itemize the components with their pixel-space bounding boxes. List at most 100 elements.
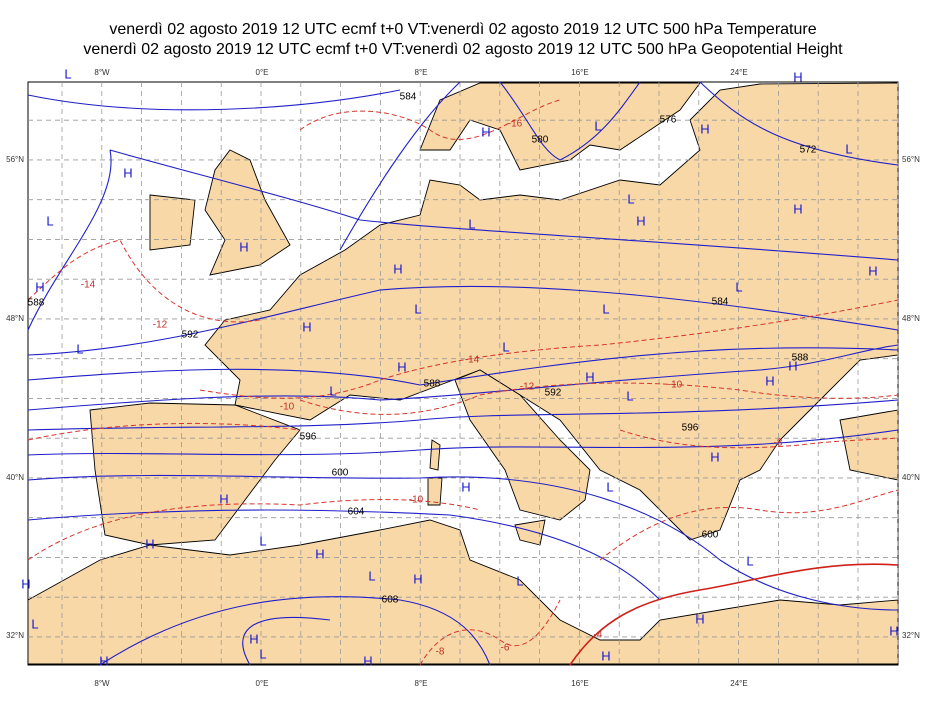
temperature-contour-label: -10 [280, 402, 295, 413]
lon-label-top: 8°W [94, 68, 110, 77]
pressure-center: L [606, 479, 613, 494]
pressure-center: H [461, 479, 470, 494]
pressure-center: H [393, 261, 402, 276]
temperature-contour-label: -10 [668, 380, 683, 391]
temperature-contour-label: -14 [465, 355, 480, 366]
pressure-center: H [636, 213, 645, 228]
pressure-center: H [397, 359, 406, 374]
pressure-center: H [765, 373, 774, 388]
pressure-center: L [368, 568, 375, 583]
pressure-center: L [76, 341, 83, 356]
height-contour-label: 600 [332, 468, 349, 479]
temperature-contour-label: -16 [508, 119, 523, 130]
pressure-center: L [259, 533, 266, 548]
lat-label-left: 48°N [6, 314, 24, 323]
height-contour-label: 588 [792, 353, 809, 364]
pressure-center: L [735, 279, 742, 294]
title-line: venerdì 02 agosto 2019 12 UTC ecmf t+0 V… [83, 41, 843, 58]
height-contour-label: 584 [400, 92, 417, 103]
lon-label-bottom: 8°E [415, 679, 428, 688]
lon-label-bottom: 24°E [730, 679, 747, 688]
pressure-center: H [793, 69, 802, 84]
temperature-contour-label: -10 [409, 495, 424, 506]
lat-label-right: 40°N [902, 473, 920, 482]
pressure-center: H [481, 124, 490, 139]
pressure-center: H [21, 576, 30, 591]
lat-label-left: 40°N [6, 473, 24, 482]
pressure-center: H [302, 319, 311, 334]
pressure-center: H [35, 279, 44, 294]
pressure-center: L [31, 616, 38, 631]
lat-label-right: 56°N [902, 155, 920, 164]
height-contour-label: 572 [800, 145, 817, 156]
temperature-contour-label: -14 [81, 280, 96, 291]
height-contour-label: 588 [424, 379, 441, 390]
lon-label-bottom: 8°W [94, 679, 110, 688]
height-contour-label: 608 [382, 595, 399, 606]
pressure-center: H [793, 201, 802, 216]
lat-label-left: 32°N [6, 631, 24, 640]
height-contour-label: 588 [28, 298, 45, 309]
temperature-contour-label: -12 [520, 382, 535, 393]
pressure-center: H [363, 653, 372, 668]
pressure-center: H [413, 571, 422, 586]
pressure-center: H [315, 546, 324, 561]
pressure-center: H [710, 449, 719, 464]
pressure-center: H [788, 358, 797, 373]
pressure-center: H [145, 536, 154, 551]
height-contour-label: 592 [545, 388, 562, 399]
pressure-center: L [468, 216, 475, 231]
pressure-center: H [700, 121, 709, 136]
pressure-center: H [123, 165, 132, 180]
temperature-contour-label: -4 [594, 630, 603, 641]
pressure-center: L [516, 573, 523, 588]
pressure-center: H [695, 611, 704, 626]
pressure-center: H [601, 648, 610, 663]
lon-label-top: 24°E [730, 68, 747, 77]
pressure-center: H [868, 263, 877, 278]
lon-label-bottom: 0°E [256, 679, 269, 688]
pressure-center: H [239, 239, 248, 254]
height-contour-label: 596 [300, 432, 317, 443]
height-contour-label: 592 [182, 330, 199, 341]
pressure-center: L [502, 339, 509, 354]
lon-label-top: 8°E [415, 68, 428, 77]
pressure-center: H [219, 491, 228, 506]
lon-label-bottom: 16°E [571, 679, 588, 688]
pressure-center: L [627, 191, 634, 206]
pressure-center: L [594, 118, 601, 133]
pressure-center: L [746, 553, 753, 568]
height-contour-label: 604 [348, 507, 365, 518]
title-line: venerdì 02 agosto 2019 12 UTC ecmf t+0 V… [109, 21, 816, 38]
pressure-center: L [602, 301, 609, 316]
pressure-center: L [845, 141, 852, 156]
pressure-center: L [46, 213, 53, 228]
lat-label-left: 56°N [6, 155, 24, 164]
temperature-contour-warm [569, 563, 899, 666]
temperature-contour-label: -8 [436, 647, 445, 658]
pressure-center: L [414, 301, 421, 316]
temperature-contour-label: -6 [501, 643, 510, 654]
lat-label-right: 48°N [902, 314, 920, 323]
lat-label-right: 32°N [902, 631, 920, 640]
height-contour-label: 596 [682, 423, 699, 434]
height-contour-label: 580 [532, 135, 549, 146]
temperature-contours [27, 99, 899, 666]
pressure-center: L [259, 646, 266, 661]
height-contour-label: 576 [660, 115, 677, 126]
lon-label-top: 0°E [256, 68, 269, 77]
height-contour-label: 600 [702, 530, 719, 541]
temperature-contour-label: -12 [153, 320, 168, 331]
pressure-center: L [626, 388, 633, 403]
graticule [28, 82, 899, 665]
pressure-center: L [329, 383, 336, 398]
pressure-center: H [249, 631, 258, 646]
pressure-center: H [585, 369, 594, 384]
height-contours [27, 81, 899, 666]
pressure-center: L [64, 66, 71, 81]
height-contour-label: 584 [712, 297, 729, 308]
pressure-center: H [889, 623, 898, 638]
temperature-contour-label: -8 [774, 438, 783, 449]
